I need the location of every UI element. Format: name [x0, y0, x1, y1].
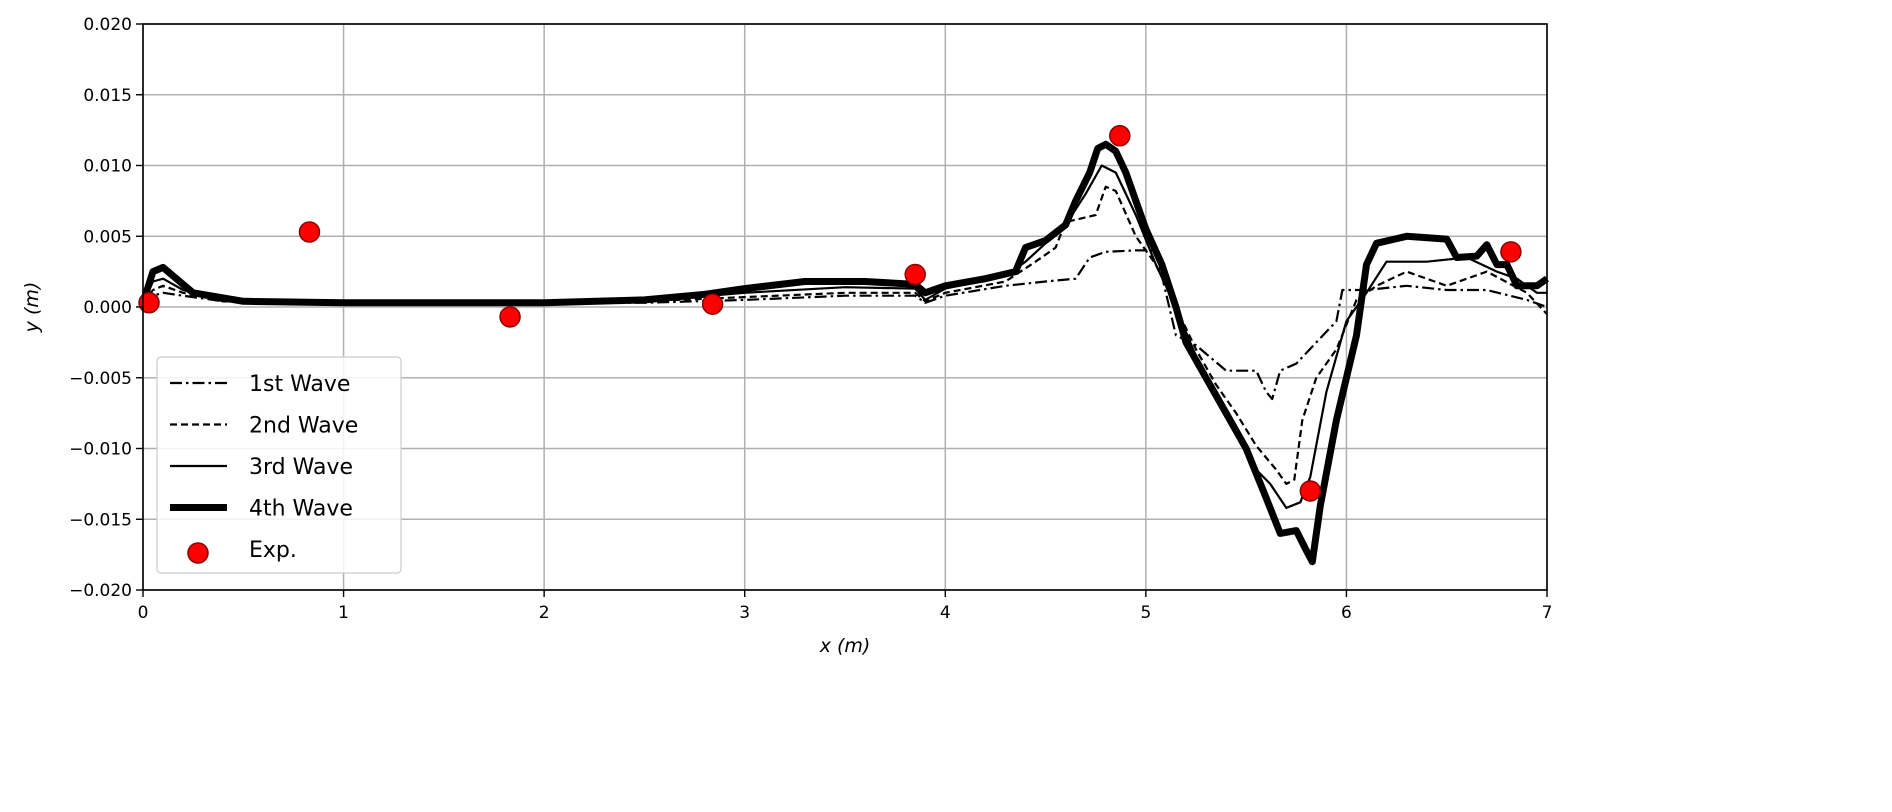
legend-label-exp: Exp.	[249, 538, 297, 563]
exp-point	[701, 293, 724, 315]
series-line-4th-wave	[139, 140, 1550, 566]
legend-box	[156, 356, 402, 574]
x-tick-label: 1	[338, 603, 349, 623]
y-tick-label: 0.005	[83, 227, 132, 247]
exp-point	[1109, 125, 1131, 147]
exp-point	[1500, 241, 1522, 263]
exp-point	[1299, 480, 1322, 502]
y-axis-label: y (m)	[21, 282, 43, 334]
y-tick-label: 0.000	[83, 298, 132, 318]
x-tick-label: 5	[1140, 603, 1151, 623]
y-tick-label: 0.010	[83, 157, 132, 177]
y-tick-label: −0.015	[69, 510, 132, 530]
ticks: 0 1 2 3 4 5 6 7 −0.020 −0.015 −0.010 −0.005 0.000 0.0…	[69, 15, 1552, 623]
y-tick-label: −0.005	[69, 369, 132, 389]
x-axis-label: x (m)	[819, 635, 871, 657]
x-tick-label: 7	[1542, 603, 1553, 623]
legend-marker-exp	[187, 542, 209, 564]
series-line-1st-wave	[142, 249, 1548, 401]
exp-point	[499, 306, 521, 328]
legend: 1st Wave 2nd Wave 3rd Wave 4th Wave Exp.	[156, 356, 402, 574]
legend-label-4th-wave: 4th Wave	[249, 497, 353, 522]
exp-point	[138, 292, 160, 314]
y-tick-label: 0.020	[83, 15, 132, 35]
legend-label-1st-wave: 1st Wave	[249, 372, 350, 397]
x-tick-label: 2	[539, 603, 550, 623]
x-tick-label: 3	[739, 603, 750, 623]
x-tick-label: 4	[940, 603, 951, 623]
exp-point	[298, 221, 321, 243]
x-tick-label: 6	[1341, 603, 1352, 623]
y-tick-label: 0.015	[83, 86, 132, 106]
y-tick-label: −0.010	[69, 440, 132, 460]
y-tick-label: −0.020	[69, 581, 132, 601]
legend-label-2nd-wave: 2nd Wave	[249, 414, 358, 439]
legend-label-3rd-wave: 3rd Wave	[249, 455, 353, 480]
x-tick-label: 0	[138, 603, 149, 623]
series-layer	[138, 125, 1550, 566]
exp-point	[904, 263, 926, 286]
